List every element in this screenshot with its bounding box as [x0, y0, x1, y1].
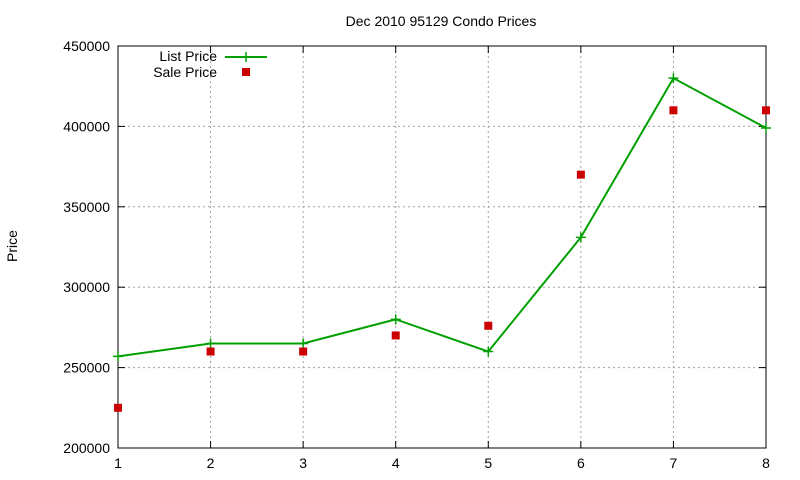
x-tick-label: 3 — [299, 455, 307, 471]
list-price-point — [668, 73, 679, 84]
y-tick-label: 400000 — [63, 118, 110, 134]
plot-frame — [117, 45, 767, 449]
grid — [118, 46, 766, 448]
x-tick-label: 4 — [392, 455, 400, 471]
list-price-line — [117, 76, 767, 358]
legend-label-sale-price: Sale Price — [153, 64, 217, 80]
x-tick-label: 6 — [577, 455, 585, 471]
list-price-point — [575, 232, 586, 243]
list-price-point — [113, 351, 123, 362]
y-tick-label: 200000 — [63, 440, 110, 456]
list-price-point — [298, 338, 309, 349]
list-price-point — [761, 123, 771, 134]
legend: List Price Sale Price — [153, 48, 267, 80]
sale-price-point — [484, 321, 493, 330]
sale-price-point — [391, 331, 400, 340]
axis-ticks: 200000 250000 300000 350000 400000 450000 1 2 3 4… — [63, 38, 770, 471]
chart-title: Dec 2010 95129 Condo Prices — [346, 13, 537, 29]
sale-price-point — [206, 347, 215, 356]
sale-price-point — [576, 170, 585, 179]
x-tick-label: 1 — [114, 455, 122, 471]
y-tick-label: 300000 — [63, 279, 110, 295]
x-tick-label: 7 — [670, 455, 678, 471]
list-price-point — [390, 314, 401, 325]
sale-price-point — [114, 403, 122, 412]
sale-price-point — [762, 106, 770, 115]
sale-price-point — [299, 347, 308, 356]
legend-label-list-price: List Price — [159, 48, 217, 64]
y-axis-label: Price — [4, 230, 20, 262]
y-tick-label: 450000 — [63, 38, 110, 54]
list-price-point — [483, 346, 494, 357]
x-tick-label: 2 — [207, 455, 215, 471]
list-price-point — [205, 338, 216, 349]
legend-marker-list-price — [241, 52, 251, 62]
x-tick-label: 8 — [762, 455, 770, 471]
x-tick-label: 5 — [484, 455, 492, 471]
sale-price-point — [669, 106, 678, 115]
series-layer — [113, 73, 771, 412]
legend-marker-sale-price — [242, 68, 250, 76]
y-tick-label: 250000 — [63, 360, 110, 376]
y-tick-label: 350000 — [63, 199, 110, 215]
